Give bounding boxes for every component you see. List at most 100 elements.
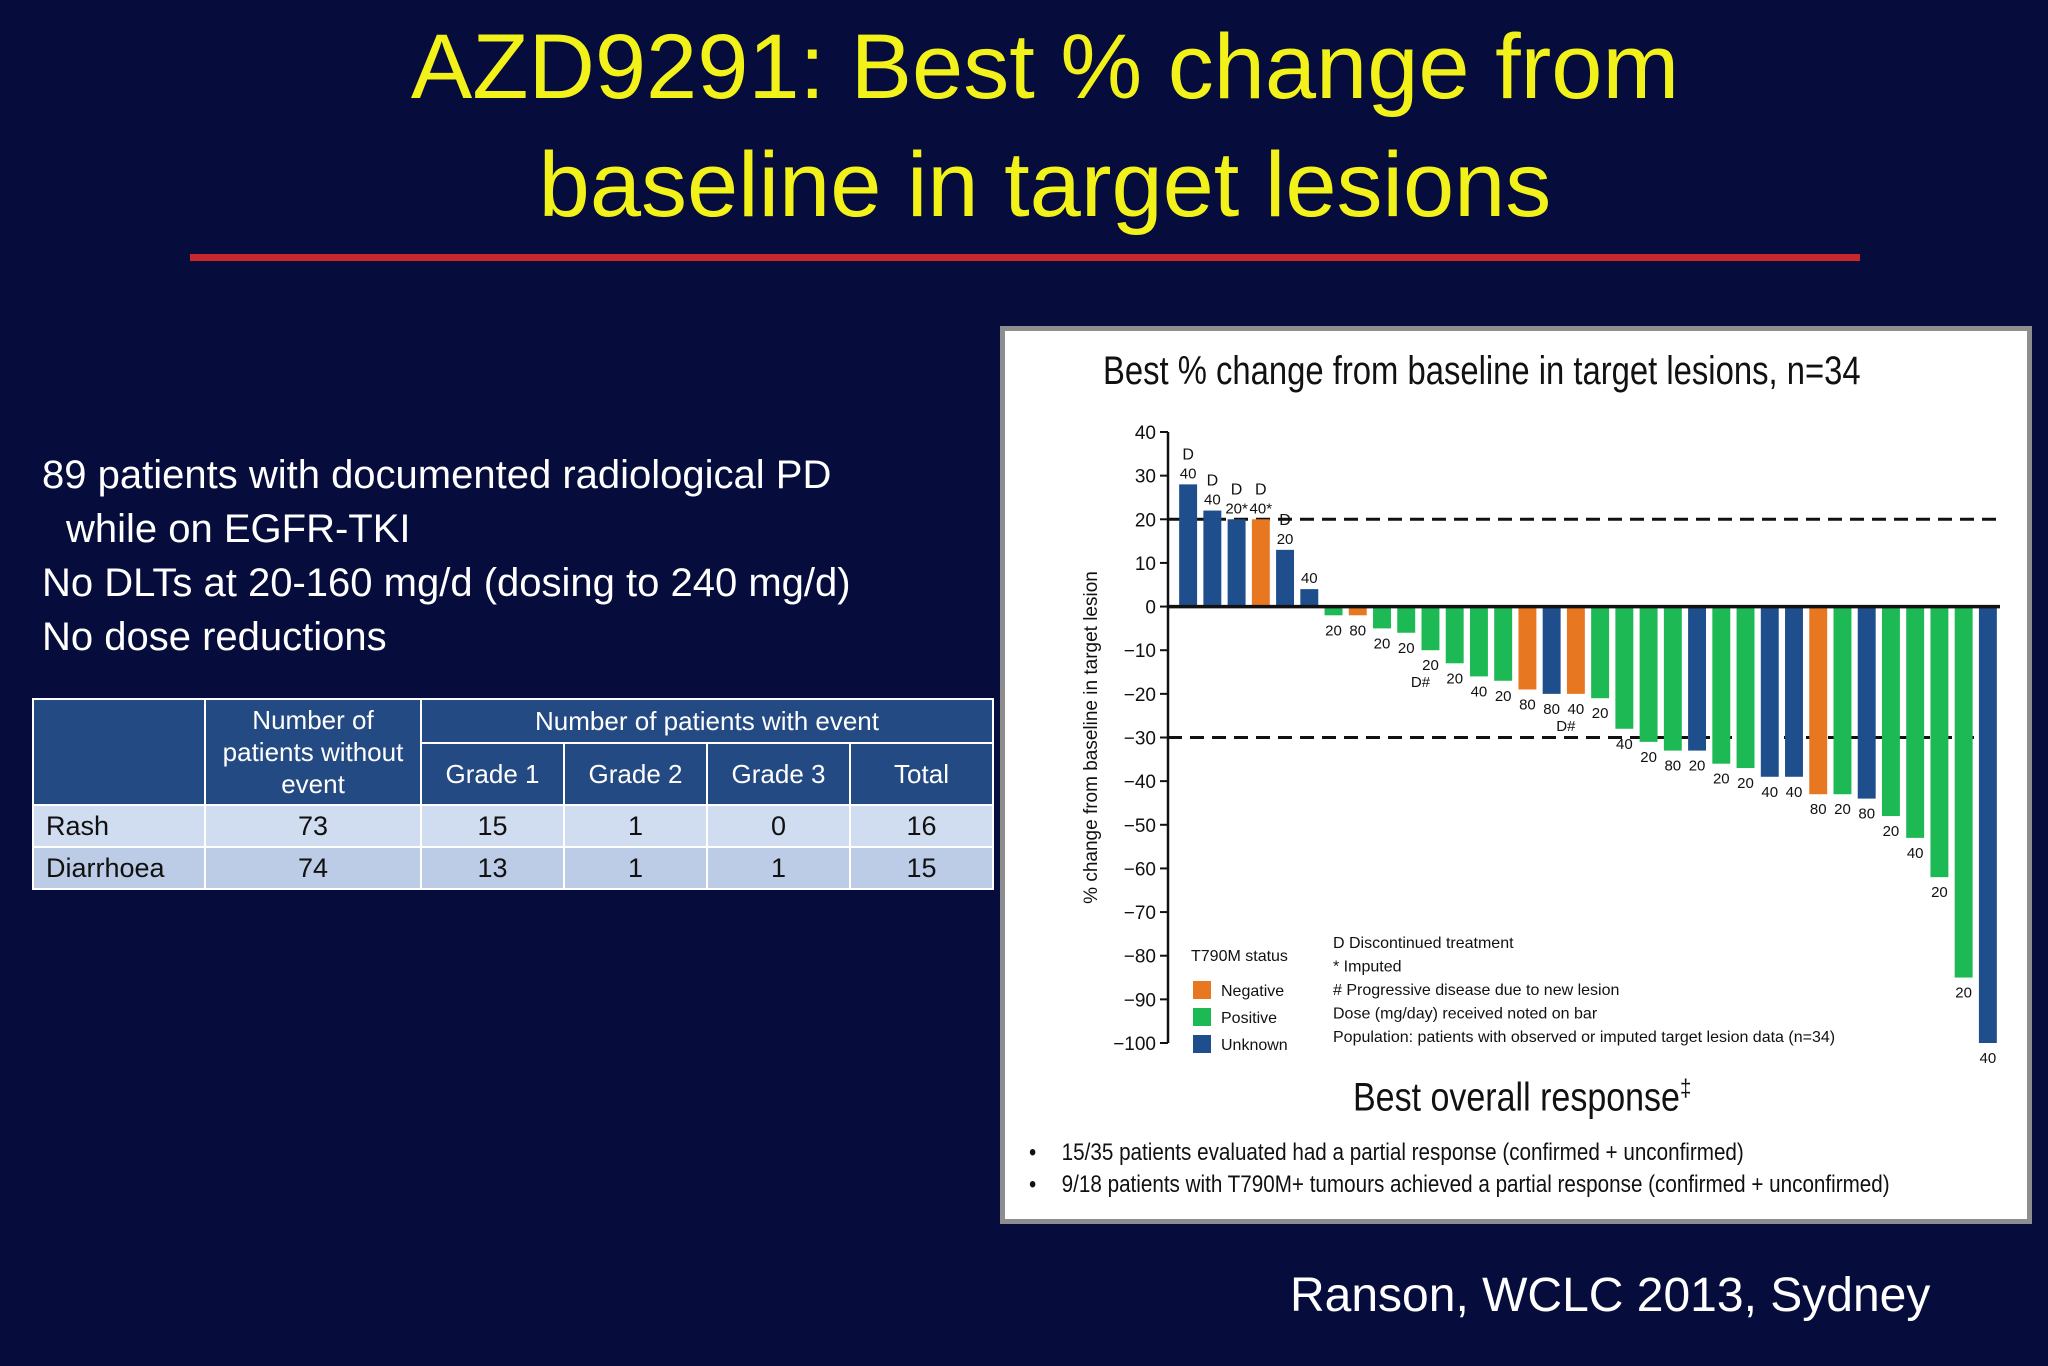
chart-note: Population: patients with observed or im…: [1333, 1029, 1835, 1046]
bar: [1518, 606, 1537, 690]
dose-label: 20: [1446, 670, 1463, 687]
table-row: Rash 73 15 1 0 16: [32, 804, 995, 848]
dose-label: 20: [1640, 749, 1657, 766]
header-grade-2: Grade 2: [563, 742, 708, 806]
bar: [1227, 519, 1246, 607]
bar: [1857, 606, 1876, 799]
title-divider: [190, 254, 1860, 261]
dose-label: 20: [1931, 884, 1948, 901]
legend-title: T790M status: [1191, 948, 1288, 965]
slide-title: AZD9291: Best % change from baseline in …: [150, 8, 1940, 244]
y-tick-label: −40: [1124, 772, 1156, 793]
bar: [1881, 606, 1900, 817]
header-grade-1: Grade 1: [420, 742, 565, 806]
response-item: • 15/35 patients evaluated had a partial …: [1029, 1139, 1744, 1166]
dose-label: 80: [1858, 806, 1875, 823]
y-tick-label: −30: [1124, 729, 1156, 750]
chart-note: Dose (mg/day) received noted on bar: [1333, 1006, 1598, 1023]
bar: [1712, 606, 1731, 764]
dose-label: 20: [1834, 801, 1851, 818]
legend-swatch: [1193, 1008, 1211, 1026]
chart-title: Best % change from baseline in target le…: [1103, 349, 1861, 393]
cell-without: 73: [204, 804, 422, 848]
header-grade-3: Grade 3: [706, 742, 851, 806]
legend-label: Positive: [1221, 1010, 1277, 1027]
discontinued-marker: D: [1207, 473, 1219, 490]
bar: [1639, 606, 1658, 742]
dose-label: 80: [1349, 622, 1366, 639]
dose-label: 40: [1568, 701, 1585, 718]
y-tick-label: 10: [1135, 554, 1156, 575]
chart-area: Best % change from baseline in target le…: [1005, 331, 2027, 1219]
chart-note: D Discontinued treatment: [1333, 935, 1514, 952]
bar: [1833, 606, 1852, 795]
bar: [1469, 606, 1488, 677]
bar: [1203, 510, 1222, 607]
bar: [1809, 606, 1828, 795]
response-item: • 9/18 patients with T790M+ tumours achie…: [1029, 1171, 1890, 1198]
dose-label: 20: [1883, 823, 1900, 840]
discontinued-marker: D#: [1411, 674, 1431, 691]
dose-label: 80: [1810, 801, 1827, 818]
dose-label: 40: [1980, 1050, 1997, 1067]
discontinued-marker: D: [1255, 481, 1267, 498]
bar: [1397, 606, 1416, 633]
key-point: No DLTs at 20-160 mg/d (dosing to 240 mg…: [42, 561, 851, 605]
bar: [1906, 606, 1925, 838]
y-tick-label: 20: [1135, 510, 1156, 531]
dose-label: 40: [1471, 683, 1488, 700]
dose-label: 40*: [1250, 500, 1273, 517]
dose-label: 20: [1422, 657, 1439, 674]
y-tick-label: −70: [1124, 903, 1156, 924]
key-points: 89 patients with documented radiological…: [42, 448, 1002, 664]
bar: [1179, 484, 1198, 607]
cell-grade-2: 1: [563, 804, 708, 848]
row-label: Rash: [32, 804, 206, 848]
dose-label: 20: [1689, 758, 1706, 775]
dose-label: 40: [1204, 492, 1221, 509]
y-tick-label: 0: [1145, 598, 1156, 619]
dose-label: 20: [1398, 640, 1415, 657]
legend-label: Unknown: [1221, 1037, 1288, 1054]
slide-title-line-1: AZD9291: Best % change from: [410, 16, 1680, 118]
dose-label: 40: [1301, 570, 1318, 587]
y-tick-label: 30: [1135, 467, 1156, 488]
bar: [1276, 549, 1295, 607]
response-heading: Best overall response‡: [1353, 1075, 1692, 1120]
dose-label: 20: [1592, 705, 1609, 722]
discontinued-marker: D: [1231, 481, 1243, 498]
dose-label: 20: [1713, 771, 1730, 788]
discontinued-marker: D: [1279, 512, 1291, 529]
y-tick-label: −10: [1124, 641, 1156, 662]
legend-swatch: [1193, 1035, 1211, 1053]
header-with-event: Number of patients with event: [419, 698, 995, 744]
dose-label: 20*: [1225, 500, 1248, 517]
dose-label: 20: [1495, 688, 1512, 705]
cell-grade-3: 1: [706, 846, 851, 890]
legend-swatch: [1193, 981, 1211, 999]
bar: [1445, 606, 1464, 664]
row-label: Diarrhoea: [32, 846, 206, 890]
header-without-event: Number of patients without event: [204, 698, 422, 806]
dose-label: 80: [1543, 701, 1560, 718]
chart-note: * Imputed: [1333, 959, 1401, 976]
y-tick-label: −20: [1124, 685, 1156, 706]
response-summary: • 15/35 patients evaluated had a partial …: [1029, 1137, 2030, 1201]
bar: [1736, 606, 1755, 769]
bar: [1978, 606, 1997, 1043]
dose-label: 20: [1277, 531, 1294, 548]
y-tick-label: −100: [1113, 1034, 1156, 1055]
dose-label: 40: [1907, 845, 1924, 862]
table-corner-cell: [32, 698, 206, 806]
adverse-event-table: Number of patients without event Number …: [32, 698, 995, 890]
header-total: Total: [848, 742, 995, 806]
y-tick-label: −80: [1124, 947, 1156, 968]
dose-label: 20: [1374, 635, 1391, 652]
y-tick-label: −60: [1124, 859, 1156, 880]
citation: Ranson, WCLC 2013, Sydney: [1290, 1269, 1931, 1322]
bar: [1688, 606, 1707, 751]
y-tick-label: −90: [1124, 990, 1156, 1011]
bar: [1542, 606, 1561, 694]
cell-total: 16: [848, 804, 995, 848]
key-point-continuation: while on EGFR-TKI: [66, 507, 411, 551]
